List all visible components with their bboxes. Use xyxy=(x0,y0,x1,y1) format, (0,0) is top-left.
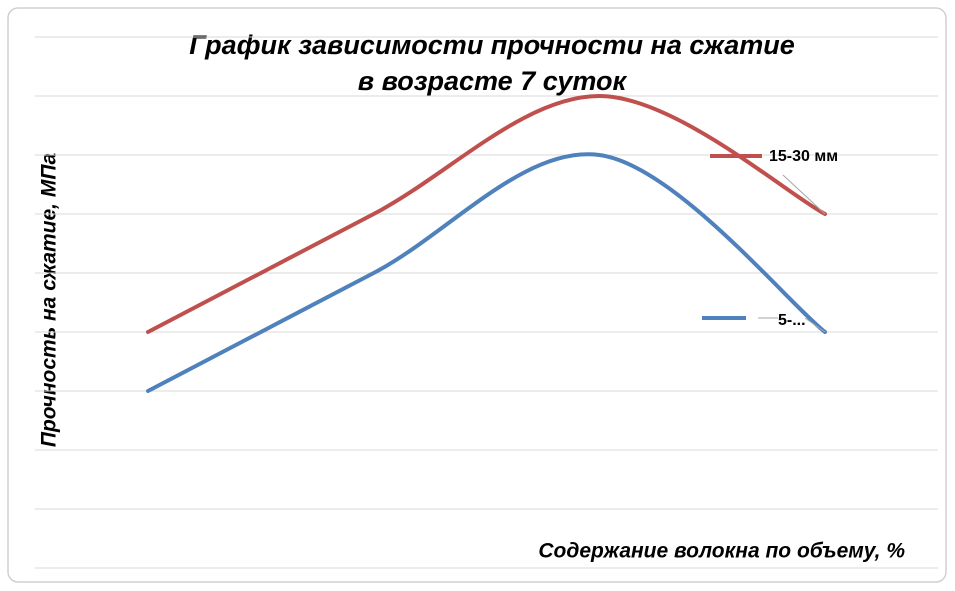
series-line xyxy=(146,93,827,334)
data-label: 15-30 мм xyxy=(769,148,838,165)
data-label: 5-... xyxy=(778,312,806,329)
y-axis-label: Прочность на сжатие, МПа xyxy=(38,153,61,448)
chart-frame xyxy=(7,7,947,583)
leader-line xyxy=(804,317,826,333)
leader-line xyxy=(782,174,826,215)
x-axis-label: Содержание волокна по объему, % xyxy=(538,540,905,563)
chart-title: в возрасте 7 суток xyxy=(358,66,628,96)
series-line xyxy=(146,152,827,393)
chart-title: График зависимости прочности на сжатие xyxy=(189,30,794,60)
